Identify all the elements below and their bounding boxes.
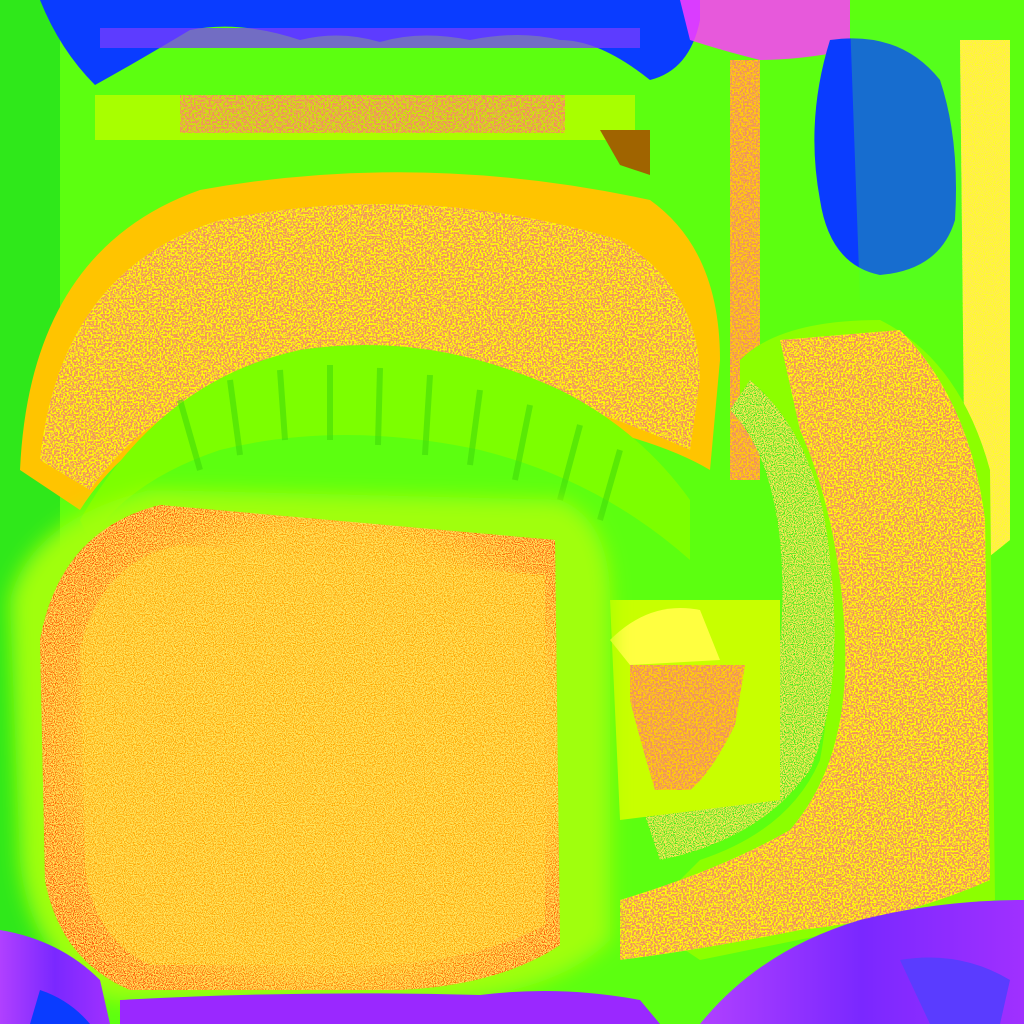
cup: [630, 665, 745, 790]
cup-top: [610, 608, 720, 665]
bottom-blue-accent-right: [900, 957, 1010, 1024]
pad-center: [80, 545, 545, 965]
top-right-magenta: [680, 0, 850, 60]
right-blue-blob: [814, 38, 956, 276]
top-violet-strip: [100, 28, 640, 48]
bottom-blue-accent: [30, 990, 90, 1024]
bottom-violet-strip: [120, 991, 660, 1024]
hook-inner-green: [640, 380, 835, 860]
top-blue-wave: [40, 0, 700, 85]
comb-stripes: [177, 365, 623, 521]
top-strip: [180, 95, 565, 133]
bottom-left-violet: [0, 930, 110, 1024]
hook-band: [620, 330, 990, 960]
top-strip-brown: [600, 130, 650, 175]
